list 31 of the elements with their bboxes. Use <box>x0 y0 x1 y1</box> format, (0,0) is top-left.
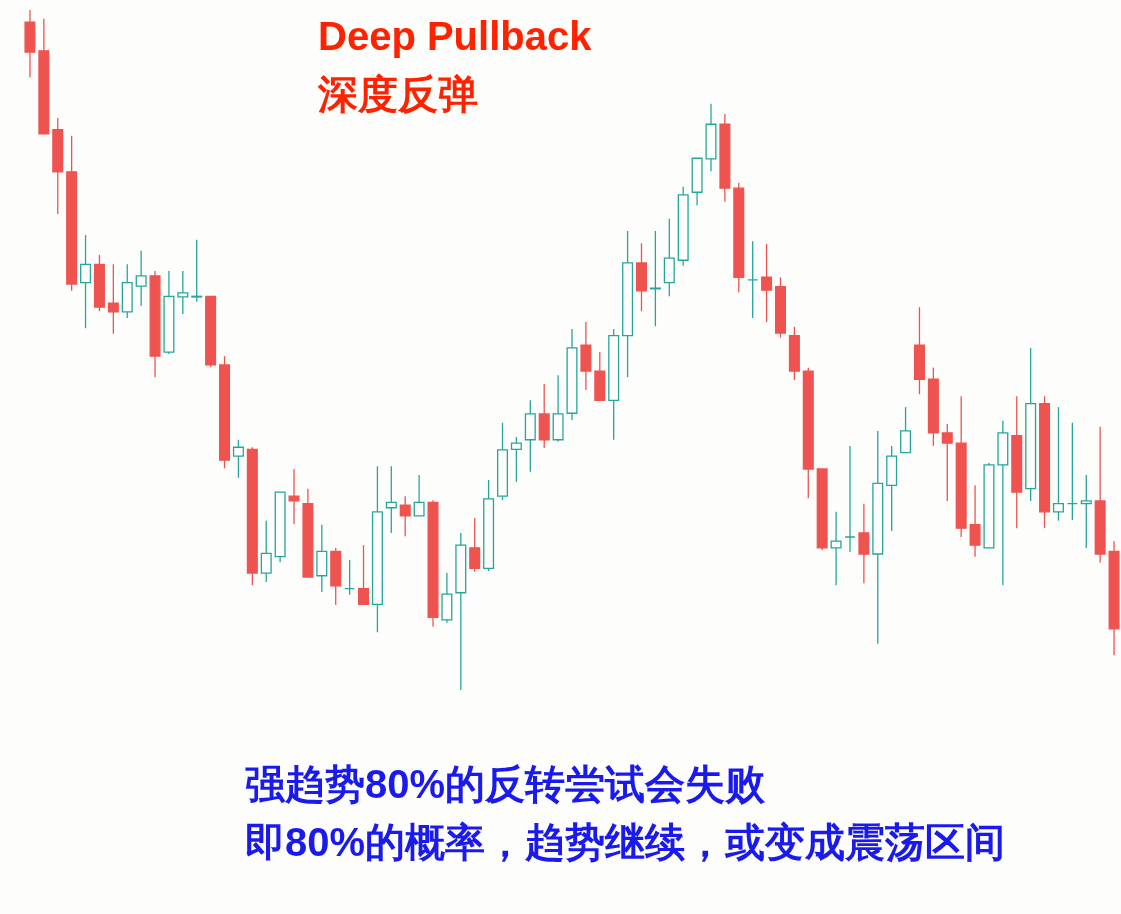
candlestick <box>135 250 147 307</box>
candlestick <box>1066 422 1078 521</box>
candlestick <box>385 465 397 534</box>
candlestick <box>1052 406 1064 522</box>
text: 强趋势80%的反转尝试会失败 <box>245 761 766 808</box>
candlestick <box>399 495 411 537</box>
candlestick <box>761 243 773 323</box>
candlestick <box>232 439 244 479</box>
candlestick <box>941 423 953 502</box>
text: 深度反弹 <box>318 71 478 118</box>
candlestick <box>344 559 356 596</box>
candlestick <box>358 544 370 605</box>
candlestick <box>858 503 870 584</box>
candlestick <box>191 239 203 303</box>
candlestick <box>288 468 300 525</box>
chart-title: Deep Pullback <box>318 13 592 60</box>
text: 即80%的概率，趋势继续，或变成震荡区间 <box>245 819 1006 866</box>
candlestick <box>510 436 522 483</box>
candlestick <box>844 445 856 553</box>
candlestick <box>649 230 661 327</box>
candlestick <box>747 240 759 319</box>
candlestick <box>177 270 189 315</box>
candlestick <box>260 520 272 583</box>
candlestick <box>107 263 119 335</box>
candlestick <box>80 234 92 329</box>
candlestick <box>900 406 912 454</box>
candlestick <box>1080 474 1092 549</box>
candlestick <box>469 517 481 573</box>
candlestick <box>830 511 842 586</box>
candlestick <box>969 484 981 558</box>
candlestick <box>413 474 425 517</box>
